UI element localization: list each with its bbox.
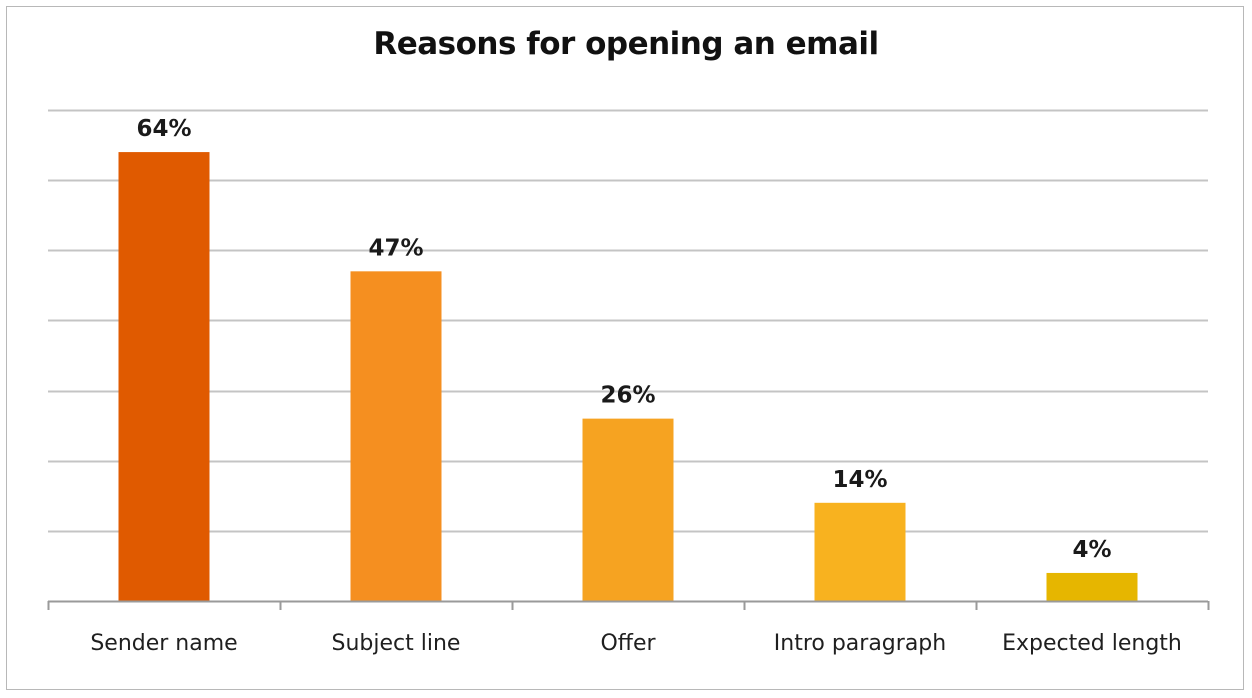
gridlines — [48, 109, 1208, 533]
bars — [118, 152, 1138, 602]
bar-subject-line — [350, 271, 442, 601]
x-tick-label: Offer — [600, 631, 656, 656]
data-label: 4% — [1072, 537, 1111, 563]
data-labels: 64% 47% 26% 14% 4% — [136, 116, 1111, 563]
x-axis — [47, 600, 1210, 610]
x-tick-label: Intro paragraph — [774, 631, 946, 656]
data-label: 47% — [368, 235, 423, 261]
chart-title: Reasons for opening an email — [373, 26, 879, 62]
bar-expected-length — [1046, 572, 1138, 601]
x-tick-label: Subject line — [332, 631, 461, 656]
data-label: 64% — [136, 116, 191, 142]
x-tick-labels: Sender name Subject line Offer Intro paragr… — [90, 631, 1182, 656]
bar-sender-name — [118, 152, 210, 602]
bar-offer — [582, 418, 674, 601]
x-tick-label: Expected length — [1002, 631, 1182, 656]
bar-intro-paragraph — [814, 502, 906, 601]
data-label: 26% — [600, 383, 655, 409]
x-tick-label: Sender name — [90, 631, 237, 656]
data-label: 14% — [832, 467, 887, 493]
